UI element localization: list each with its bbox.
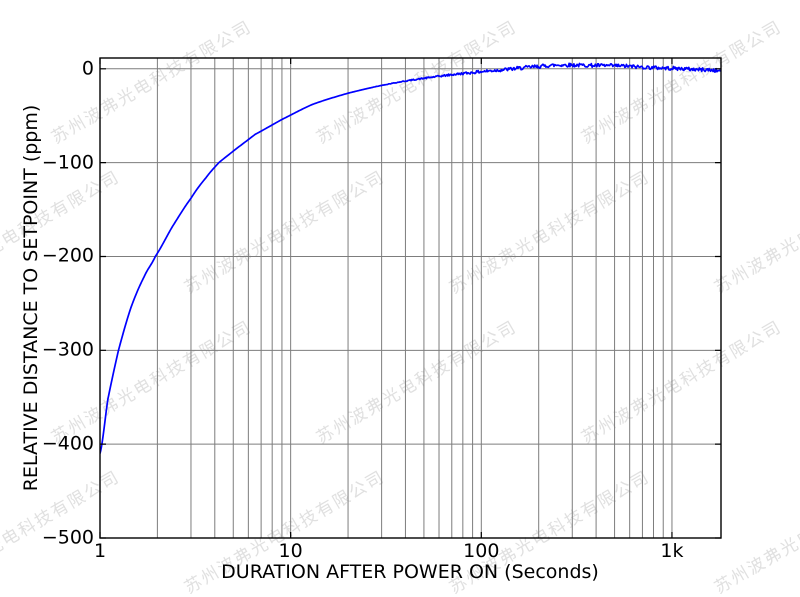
x-tick-label: 1 [93, 540, 107, 562]
grid-lines [99, 58, 721, 538]
y-tick-label: 0 [81, 57, 94, 80]
data-line [100, 62, 721, 454]
y-axis-label-text: RELATIVE DISTANCE TO SETPOINT (ppm) [20, 104, 42, 492]
y-tick-label: −300 [41, 338, 94, 361]
y-tick-label: −100 [41, 151, 94, 174]
x-tick-label: 100 [463, 540, 500, 562]
y-tick-label: −500 [41, 526, 94, 549]
x-axis-label: DURATION AFTER POWER ON (Seconds) [221, 561, 599, 583]
tick-marks [99, 58, 721, 539]
y-tick-label: −200 [41, 244, 94, 267]
plot-border [99, 57, 722, 539]
x-tick-label: 1k [660, 540, 684, 562]
y-tick-label: −400 [41, 432, 94, 455]
x-tick-label: 10 [278, 540, 303, 562]
